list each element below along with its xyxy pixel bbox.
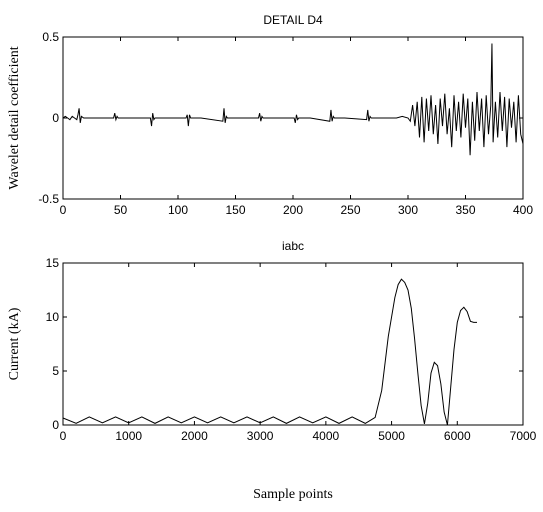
y-tick-label: 15: [46, 256, 60, 270]
title-bottom: iabc: [282, 239, 304, 253]
x-tick-label: 6000: [444, 429, 471, 443]
y-tick-label: 0: [52, 111, 59, 125]
x-tick-label: 50: [114, 203, 128, 217]
x-tick-label: 7000: [510, 429, 537, 443]
x-tick-label: 0: [60, 203, 67, 217]
panel-bottom: iabc Current (kA) 0 1000 2000 3000 4000 5000 6…: [7, 239, 537, 502]
x-tick-label: 300: [398, 203, 418, 217]
y-tick-label: -0.5: [38, 192, 59, 206]
ylabel-top: Wavelet detail coefficient: [7, 46, 22, 189]
axes-box-bottom: [62, 262, 524, 426]
x-tick-label: 0: [60, 429, 67, 443]
x-tick-label: 100: [168, 203, 188, 217]
xlabel-bottom: Sample points: [253, 487, 333, 502]
x-tick-label: 200: [283, 203, 303, 217]
x-tick-label: 350: [455, 203, 475, 217]
x-tick-label: 4000: [313, 429, 340, 443]
ylabel-bottom: Current (kA): [7, 307, 22, 380]
x-tick-label: 150: [225, 203, 245, 217]
x-tick-label: 1000: [115, 429, 142, 443]
y-tick-label: 0.5: [42, 30, 59, 44]
ticks-top: 0 50 100 150 200 250 300 350 400-0.500.5: [38, 30, 533, 217]
y-tick-label: 5: [52, 364, 59, 378]
y-tick-label: 0: [52, 418, 59, 432]
series-line-top: [62, 43, 524, 156]
x-tick-label: 3000: [247, 429, 274, 443]
title-top: DETAIL D4: [263, 13, 323, 27]
y-tick-label: 10: [46, 310, 60, 324]
x-tick-label: 2000: [181, 429, 208, 443]
panel-top: DETAIL D4 Wavelet detail coefficient 0 50…: [7, 13, 533, 217]
x-tick-label: 400: [513, 203, 533, 217]
ticks-bottom: 0 1000 2000 3000 4000 5000 6000 7000 0 5 10 15: [46, 256, 537, 443]
series-line-bottom: [62, 278, 477, 426]
x-tick-label: 5000: [378, 429, 405, 443]
x-tick-label: 250: [340, 203, 360, 217]
